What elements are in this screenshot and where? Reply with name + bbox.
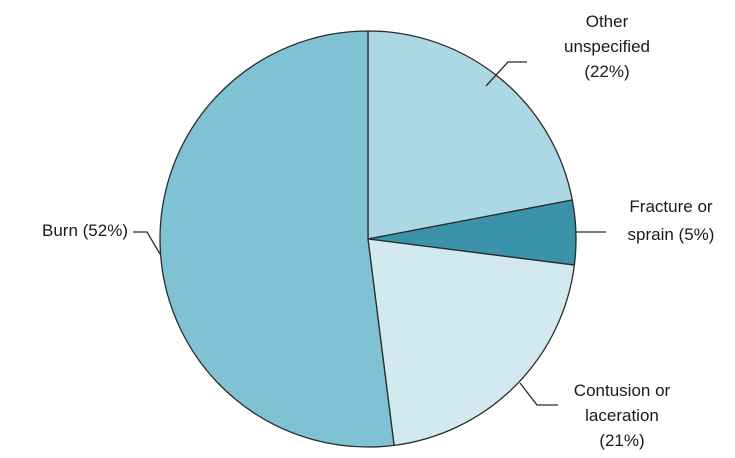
leader-line-2 [519, 382, 558, 406]
slice-label-3: Burn (52%) [42, 221, 128, 240]
pie-slice-2 [367, 238, 576, 447]
slice-label-2-line-2: (21%) [599, 431, 644, 450]
pie-slices [159, 30, 577, 448]
slice-label-0-line-2: (22%) [584, 62, 629, 81]
slice-labels: Other unspecified (22%) Fracture or sprain (… [42, 12, 714, 450]
slice-label-2-line-1: laceration [585, 406, 659, 425]
pie-slice-0 [367, 30, 574, 240]
slice-label-2-line-0: Contusion or [574, 381, 671, 400]
slice-label-3-line-0: Burn (52%) [42, 221, 128, 240]
slice-label-2: Contusion or laceration (21%) [574, 381, 671, 450]
leader-line-3 [133, 231, 161, 255]
slice-label-1: Fracture or sprain (5%) [628, 197, 715, 244]
leader-lines [133, 61, 606, 406]
slice-label-0-line-1: unspecified [564, 37, 650, 56]
slice-label-1-line-1: sprain (5%) [628, 225, 715, 244]
slice-label-1-line-0: Fracture or [629, 197, 712, 216]
slice-label-0: Other unspecified (22%) [564, 12, 650, 81]
slice-label-0-line-0: Other [586, 12, 629, 31]
pie-slice-3 [159, 30, 395, 448]
leader-line-0 [485, 61, 527, 87]
